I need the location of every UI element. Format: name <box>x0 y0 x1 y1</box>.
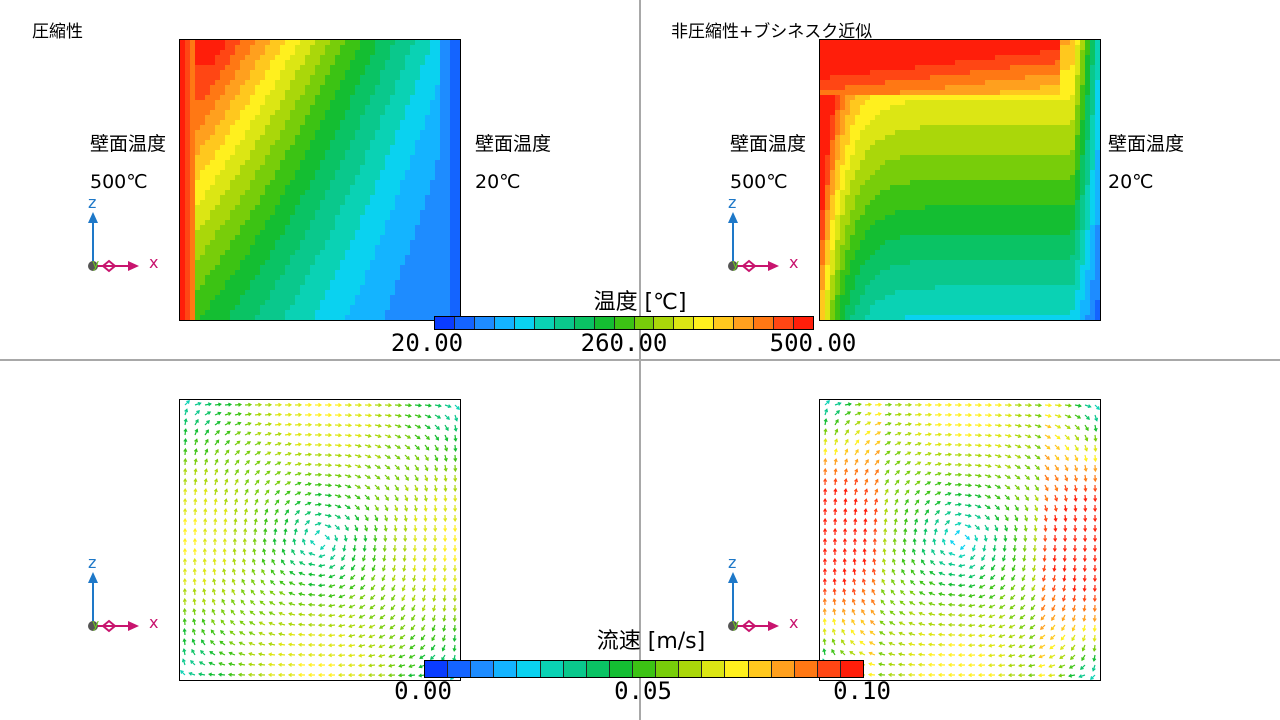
left-wall-value: 500℃ <box>90 171 148 193</box>
colorbar-segment <box>540 661 564 677</box>
colorbar-segment <box>674 317 695 329</box>
temperature-tick-mid: 260.00 <box>580 329 668 357</box>
temperature-tick-min: 20.00 <box>390 329 464 357</box>
colorbar-segment <box>494 661 518 677</box>
colorbar-segment <box>725 661 749 677</box>
velocity-legend-title: 流速 [m/s] <box>596 629 706 654</box>
colorbar-segment <box>517 661 541 677</box>
velocity-tick-min: 0.00 <box>394 677 452 705</box>
velocity-vectors-boussinesq <box>819 399 1101 681</box>
colorbar-segment <box>771 661 795 677</box>
right-wall-value: 20℃ <box>475 171 521 193</box>
colorbar-segment <box>714 317 735 329</box>
temperature-colorbar <box>434 316 814 330</box>
velocity-vectors-compressible <box>179 399 461 681</box>
colorbar-segment <box>794 317 814 329</box>
temperature-legend-title: 温度 [℃] <box>593 290 687 315</box>
colorbar-segment <box>474 317 495 329</box>
colorbar-segment <box>774 317 795 329</box>
right-wall-label: 壁面温度 <box>1108 133 1185 155</box>
colorbar-segment <box>514 317 535 329</box>
colorbar-segment <box>586 661 610 677</box>
colorbar-segment <box>794 661 818 677</box>
colorbar-segment <box>840 661 864 677</box>
colorbar-segment <box>471 661 495 677</box>
panel-title-boussinesq: 非圧縮性+ブシネスク近似 <box>671 22 873 42</box>
panel-title-compressible: 圧縮性 <box>32 22 83 42</box>
colorbar-segment <box>654 317 675 329</box>
colorbar-segment <box>554 317 575 329</box>
colorbar-segment <box>694 317 715 329</box>
colorbar-segment <box>454 317 475 329</box>
colorbar-segment <box>574 317 595 329</box>
velocity-colorbar <box>424 660 864 678</box>
colorbar-segment <box>634 317 655 329</box>
colorbar-segment <box>609 661 633 677</box>
colorbar-segment <box>679 661 703 677</box>
right-wall-label: 壁面温度 <box>475 133 552 155</box>
colorbar-segment <box>748 661 772 677</box>
axis-triad-icon: z x y <box>728 553 798 633</box>
left-wall-label: 壁面温度 <box>90 133 167 155</box>
colorbar-segment <box>734 317 755 329</box>
axis-triad-icon: z x y <box>728 193 798 273</box>
right-wall-value: 20℃ <box>1108 171 1154 193</box>
colorbar-segment <box>425 661 449 677</box>
colorbar-segment <box>817 661 841 677</box>
colorbar-segment <box>563 661 587 677</box>
colorbar-segment <box>614 317 635 329</box>
colorbar-segment <box>754 317 775 329</box>
colorbar-segment <box>494 317 515 329</box>
colorbar-segment <box>448 661 472 677</box>
axis-triad-icon: z x y <box>88 193 158 273</box>
velocity-tick-max: 0.10 <box>833 677 891 705</box>
quadrant-divider-horizontal <box>0 359 1280 361</box>
colorbar-segment <box>435 317 455 329</box>
colorbar-segment <box>632 661 657 677</box>
velocity-tick-mid: 0.05 <box>614 677 672 705</box>
colorbar-segment <box>594 317 615 329</box>
left-wall-label: 壁面温度 <box>730 133 807 155</box>
left-wall-value: 500℃ <box>730 171 788 193</box>
temperature-contour-boussinesq <box>819 39 1101 321</box>
colorbar-segment <box>534 317 555 329</box>
colorbar-segment <box>656 661 680 677</box>
temperature-tick-max: 500.00 <box>769 329 857 357</box>
temperature-contour-compressible <box>179 39 461 321</box>
colorbar-segment <box>702 661 726 677</box>
axis-triad-icon: z x y <box>88 553 158 633</box>
